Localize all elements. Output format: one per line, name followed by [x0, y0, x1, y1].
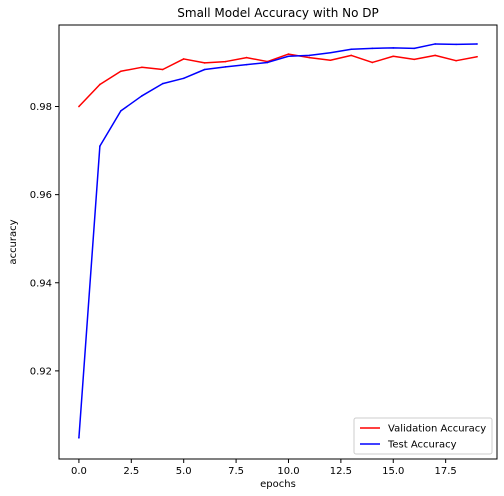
validation-accuracy-point — [162, 69, 164, 71]
y-tick-label: 0.98 — [30, 102, 52, 113]
validation-accuracy-point — [476, 56, 478, 58]
validation-accuracy-point — [78, 106, 80, 108]
chart-title: Small Model Accuracy with No DP — [177, 6, 378, 20]
test-accuracy-point — [120, 110, 122, 112]
test-accuracy-point — [434, 43, 436, 45]
legend: Validation Accuracy Test Accuracy — [354, 418, 492, 454]
validation-accuracy-point — [225, 61, 227, 63]
test-accuracy-point — [413, 48, 415, 50]
validation-accuracy-point — [330, 59, 332, 61]
x-tick-label: 7.5 — [228, 466, 244, 477]
validation-accuracy-point — [455, 60, 457, 62]
validation-accuracy-point — [246, 57, 248, 59]
test-accuracy-point — [392, 47, 394, 49]
test-accuracy-point — [330, 52, 332, 54]
y-tick-label: 0.94 — [30, 278, 52, 289]
validation-accuracy-point — [372, 62, 374, 64]
y-axis: 0.92 0.94 0.96 0.98 — [30, 102, 59, 377]
validation-accuracy-point — [120, 70, 122, 72]
test-accuracy-point — [225, 66, 227, 68]
x-tick-label: 17.5 — [435, 466, 457, 477]
x-tick-label: 0.0 — [71, 466, 87, 477]
validation-accuracy-point — [392, 55, 394, 57]
x-axis: 0.0 2.5 5.0 7.5 10.0 12.5 15.0 17.5 — [71, 459, 457, 477]
test-accuracy-point — [476, 43, 478, 45]
validation-accuracy-point — [204, 62, 206, 64]
validation-accuracy-point — [351, 55, 353, 57]
test-accuracy-line — [79, 44, 477, 438]
test-accuracy-point — [246, 64, 248, 66]
test-accuracy-point — [141, 95, 143, 97]
validation-accuracy-point — [183, 58, 185, 60]
test-accuracy-point — [267, 62, 269, 64]
plot-area — [78, 43, 478, 439]
y-tick-label: 0.92 — [30, 366, 52, 377]
x-tick-label: 2.5 — [123, 466, 139, 477]
validation-accuracy-point — [288, 53, 290, 55]
x-tick-label: 12.5 — [330, 466, 352, 477]
test-accuracy-legend-label: Test Accuracy — [387, 440, 457, 451]
test-accuracy-point — [78, 437, 80, 439]
test-accuracy-point — [309, 55, 311, 57]
x-axis-label: epochs — [260, 479, 296, 490]
test-accuracy-point — [204, 69, 206, 71]
validation-accuracy-point — [413, 59, 415, 61]
x-tick-label: 15.0 — [382, 466, 404, 477]
x-tick-label: 10.0 — [277, 466, 299, 477]
validation-accuracy-point — [99, 84, 101, 86]
validation-accuracy-point — [309, 57, 311, 59]
y-axis-label: accuracy — [8, 219, 19, 264]
test-accuracy-point — [351, 48, 353, 50]
test-accuracy-point — [183, 78, 185, 80]
test-accuracy-point — [288, 55, 290, 57]
plot-frame — [59, 25, 497, 459]
test-accuracy-point — [455, 44, 457, 46]
validation-accuracy-legend-label: Validation Accuracy — [388, 424, 486, 435]
validation-accuracy-point — [141, 66, 143, 68]
y-tick-label: 0.96 — [30, 190, 52, 201]
test-accuracy-point — [372, 48, 374, 50]
test-accuracy-point — [99, 145, 101, 147]
test-accuracy-point — [162, 83, 164, 85]
x-tick-label: 5.0 — [176, 466, 192, 477]
validation-accuracy-point — [434, 55, 436, 57]
